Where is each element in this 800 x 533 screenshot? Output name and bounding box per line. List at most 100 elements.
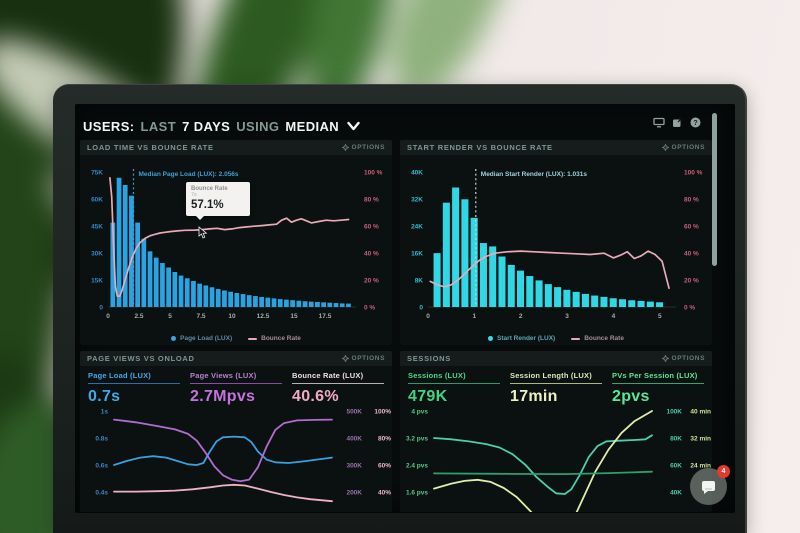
svg-text:17.5: 17.5 (319, 313, 332, 320)
svg-text:60%: 60% (378, 462, 391, 469)
svg-text:16K: 16K (411, 250, 423, 257)
chart-legend: Page Load (LUX) Bounce Rate (80, 335, 392, 342)
svg-text:15K: 15K (91, 277, 103, 284)
timeframe-dropdown[interactable]: USERS: LAST 7 DAYS USING MEDIAN (83, 114, 360, 138)
svg-text:300K: 300K (346, 462, 362, 469)
options-button[interactable]: OPTIONS (341, 144, 385, 151)
header-range-label: 7 DAYS (182, 118, 231, 134)
svg-text:32K: 32K (411, 197, 423, 204)
share-icon[interactable] (672, 117, 683, 128)
svg-text:0 %: 0 % (684, 304, 695, 311)
metric-underline (510, 383, 602, 384)
chart-svg: 0 8K 16K 24K 32K 40K 0 % 20 % 40 % 60 % 80 % 100 % 0… (411, 169, 703, 320)
metric-value: 2pvs (612, 388, 650, 405)
svg-text:5: 5 (168, 313, 172, 320)
dashboard-screen: USERS: LAST 7 DAYS USING MEDIAN ? (75, 104, 735, 513)
svg-text:Median Start Render (LUX): 1.0: Median Start Render (LUX): 1.031s (481, 171, 588, 178)
svg-text:15: 15 (290, 313, 298, 320)
dashboard-panels: LOAD TIME VS BOUNCE RATE OPTIONS 0 15K 30K… (80, 140, 712, 512)
svg-text:20 %: 20 % (684, 277, 699, 284)
metric-value: 2.7Mpvs (190, 388, 256, 405)
svg-text:40%: 40% (378, 489, 391, 496)
svg-text:0.8s: 0.8s (95, 435, 108, 442)
chart-start-render-vs-bounce-rate[interactable]: 0 8K 16K 24K 32K 40K 0 % 20 % 40 % 60 % 80 % 100 % 0… (400, 157, 712, 334)
metric-underline (88, 383, 180, 384)
legend-dash-swatch (571, 337, 581, 340)
gear-icon (341, 355, 349, 362)
svg-text:40K: 40K (670, 489, 682, 496)
metric-sessions[interactable]: Sessions (LUX) 479K (408, 371, 500, 406)
metric-label: Page Views (LUX) (190, 371, 257, 380)
svg-text:60K: 60K (91, 197, 103, 204)
svg-text:40 min: 40 min (690, 408, 711, 415)
svg-text:Median Page Load (LUX): 2.056s: Median Page Load (LUX): 2.056s (138, 171, 238, 178)
metric-underline (190, 383, 282, 384)
help-icon[interactable]: ? (690, 117, 701, 128)
display-icon[interactable] (653, 117, 665, 128)
svg-text:24 min: 24 min (690, 462, 711, 469)
svg-text:100K: 100K (666, 408, 682, 415)
metric-label: Session Length (LUX) (510, 371, 592, 380)
metric-page-load[interactable]: Page Load (LUX) 0.7s (88, 371, 180, 406)
chart-svg: 4 pvs 3.2 pvs 2.4 pvs 1.6 pvs 100K 40 min 80K 3… (406, 408, 711, 512)
metric-label: Sessions (LUX) (408, 371, 466, 380)
gear-icon (341, 144, 349, 151)
svg-text:0 %: 0 % (364, 304, 375, 311)
mouse-cursor-icon (198, 226, 208, 244)
svg-text:4: 4 (612, 313, 616, 320)
chart-page-views-vs-onload[interactable]: 1s 0.8s 0.6s 0.4s 500K 100% 400K 80% 300K 60% 200K… (80, 401, 392, 512)
chevron-down-icon[interactable] (347, 121, 360, 131)
chart-sessions[interactable]: 4 pvs 3.2 pvs 2.4 pvs 1.6 pvs 100K 40 min 80K 3… (400, 401, 712, 512)
legend-label: Start Render (LUX) (497, 335, 556, 342)
svg-text:3.2 pvs: 3.2 pvs (406, 435, 428, 442)
legend-label: Page Load (LUX) (180, 335, 233, 342)
svg-text:2.4 pvs: 2.4 pvs (406, 462, 428, 469)
svg-text:1s: 1s (101, 408, 109, 415)
legend-dash-swatch (248, 337, 258, 340)
svg-text:0: 0 (426, 313, 430, 320)
metric-session-length[interactable]: Session Length (LUX) 17min (510, 371, 602, 406)
tooltip-value: 57.1% (191, 199, 224, 211)
header-users-label: USERS: (83, 118, 135, 134)
chat-widget-button[interactable]: 4 (690, 465, 730, 505)
panel-start-render-vs-bounce-rate: START RENDER VS BOUNCE RATE OPTIONS 0 8K 1… (400, 140, 712, 345)
metric-page-views[interactable]: Page Views (LUX) 2.7Mpvs (190, 371, 282, 406)
metric-value: 17min (510, 388, 558, 405)
header-last-label: LAST (140, 118, 177, 134)
metric-value: 0.7s (88, 388, 121, 405)
options-button[interactable]: OPTIONS (661, 355, 705, 362)
notification-badge: 4 (717, 465, 730, 478)
gear-icon (661, 144, 669, 151)
svg-text:500K: 500K (346, 408, 362, 415)
metric-value: 40.6% (292, 388, 339, 405)
svg-text:60 %: 60 % (684, 224, 699, 231)
chart-load-time-vs-bounce-rate[interactable]: 0 15K 30K 45K 60K 75K 0 % 20 % 40 % 60 % 80 % 100 %… (80, 157, 392, 334)
svg-text:0: 0 (419, 304, 423, 311)
svg-text:75K: 75K (91, 170, 103, 177)
chart-svg: 0 15K 30K 45K 60K 75K 0 % 20 % 40 % 60 % 80 % 100 %… (91, 169, 383, 320)
chart-legend: Start Render (LUX) Bounce Rate (400, 335, 712, 342)
metric-pvs-per-session[interactable]: PVs Per Session (LUX) 2pvs (612, 371, 704, 406)
metric-label: Bounce Rate (LUX) (292, 371, 364, 380)
svg-text:?: ? (693, 120, 697, 127)
tooltip-series-label: Bounce Rate (191, 186, 228, 192)
svg-text:40 %: 40 % (364, 250, 379, 257)
legend-dot-swatch (171, 336, 177, 341)
svg-text:80K: 80K (670, 435, 682, 442)
svg-text:100%: 100% (374, 408, 391, 415)
panel-title: SESSIONS (407, 354, 451, 363)
panel-title: PAGE VIEWS VS ONLOAD (87, 354, 195, 363)
legend-label: Bounce Rate (584, 335, 624, 342)
metric-bounce-rate[interactable]: Bounce Rate (LUX) 40.6% (292, 371, 384, 406)
svg-text:40 %: 40 % (684, 250, 699, 257)
gear-icon (661, 355, 669, 362)
svg-text:60 %: 60 % (364, 224, 379, 231)
scrollbar[interactable] (712, 113, 717, 266)
svg-text:80 %: 80 % (684, 197, 699, 204)
svg-text:200K: 200K (346, 489, 362, 496)
options-button[interactable]: OPTIONS (661, 144, 705, 151)
svg-text:24K: 24K (411, 224, 423, 231)
options-button[interactable]: OPTIONS (341, 355, 385, 362)
svg-text:80%: 80% (378, 435, 391, 442)
svg-text:80 %: 80 % (364, 197, 379, 204)
